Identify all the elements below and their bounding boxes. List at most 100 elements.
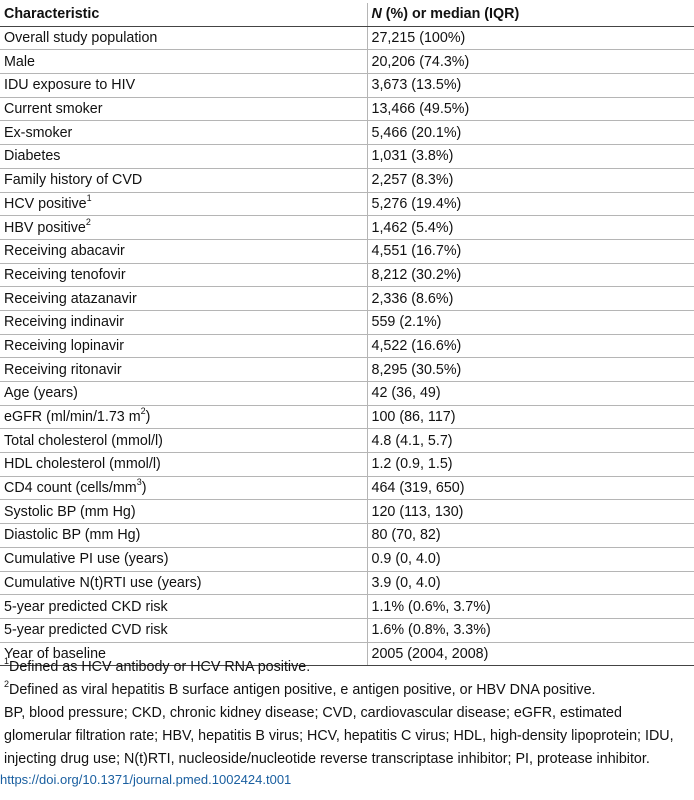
characteristic-label: HDL cholesterol (mmol/l) bbox=[4, 456, 161, 473]
characteristic-cell: CD4 count (cells/mm3) bbox=[0, 476, 368, 501]
characteristic-cell: Receiving atazanavir bbox=[0, 286, 368, 311]
characteristic-label: Receiving abacavir bbox=[4, 243, 125, 260]
characteristic-cell: 5-year predicted CVD risk bbox=[0, 618, 368, 643]
characteristic-cell: Receiving tenofovir bbox=[0, 263, 368, 288]
table-row: Age (years) 42 (36, 49) bbox=[0, 381, 694, 406]
characteristic-label: Receiving tenofovir bbox=[4, 266, 126, 283]
characteristic-label-suffix: ) bbox=[145, 409, 151, 426]
table-row: Receiving atazanavir 2,336 (8.6%) bbox=[0, 286, 694, 311]
value-cell: 100 (86, 117) bbox=[367, 405, 694, 430]
characteristic-cell: HDL cholesterol (mmol/l) bbox=[0, 452, 368, 477]
value-cell: 4,551 (16.7%) bbox=[367, 239, 694, 264]
table-row: HBV positive2 1,462 (5.4%) bbox=[0, 215, 694, 240]
table-row: Cumulative N(t)RTI use (years) 3.9 (0, 4.… bbox=[0, 571, 694, 596]
table-row: Diastolic BP (mm Hg) 80 (70, 82) bbox=[0, 523, 694, 548]
doi-link[interactable]: https://doi.org/10.1371/journal.pmed.100… bbox=[0, 772, 292, 787]
characteristic-label: Receiving atazanavir bbox=[4, 290, 137, 307]
characteristic-cell: Diastolic BP (mm Hg) bbox=[0, 523, 368, 548]
characteristic-cell: Receiving indinavir bbox=[0, 310, 368, 335]
characteristic-label: Receiving lopinavir bbox=[4, 337, 124, 354]
value-cell: 8,212 (30.2%) bbox=[367, 263, 694, 288]
table-row: Year of baseline 2005 (2004, 2008) bbox=[0, 642, 694, 667]
value-cell: 3.9 (0, 4.0) bbox=[367, 571, 694, 596]
table-row: HCV positive1 5,276 (19.4%) bbox=[0, 192, 694, 217]
table-row: 5-year predicted CKD risk 1.1% (0.6%, 3.7… bbox=[0, 594, 694, 619]
characteristic-label: Diastolic BP (mm Hg) bbox=[4, 527, 141, 544]
header-characteristic: Characteristic bbox=[0, 3, 368, 27]
characteristic-label: Diabetes bbox=[4, 148, 61, 165]
value-cell: 0.9 (0, 4.0) bbox=[367, 547, 694, 572]
value-cell: 4,522 (16.6%) bbox=[367, 334, 694, 359]
table-row: Current smoker 13,466 (49.5%) bbox=[0, 97, 694, 122]
characteristic-cell: 5-year predicted CKD risk bbox=[0, 594, 368, 619]
characteristic-label: Ex-smoker bbox=[4, 124, 73, 141]
table-row: Overall study population 27,215 (100%) bbox=[0, 26, 694, 51]
value-cell: 20,206 (74.3%) bbox=[367, 49, 694, 75]
table-row: CD4 count (cells/mm3) 464 (319, 650) bbox=[0, 476, 694, 501]
table-row: Receiving lopinavir 4,522 (16.6%) bbox=[0, 334, 694, 359]
table-row: Receiving tenofovir 8,212 (30.2%) bbox=[0, 263, 694, 288]
table-row: HDL cholesterol (mmol/l) 1.2 (0.9, 1.5) bbox=[0, 452, 694, 477]
characteristic-label: Year of baseline bbox=[4, 645, 107, 662]
characteristic-label: Systolic BP (mm Hg) bbox=[4, 503, 136, 520]
characteristic-cell: Receiving lopinavir bbox=[0, 334, 368, 359]
characteristic-cell: IDU exposure to HIV bbox=[0, 73, 368, 98]
characteristic-label: Current smoker bbox=[4, 101, 103, 118]
characteristic-label: Male bbox=[4, 53, 35, 70]
characteristic-label: Cumulative N(t)RTI use (years) bbox=[4, 574, 202, 591]
characteristic-cell: Cumulative N(t)RTI use (years) bbox=[0, 571, 368, 596]
characteristic-label: Overall study population bbox=[4, 30, 158, 47]
characteristic-cell: Total cholesterol (mmol/l) bbox=[0, 428, 368, 454]
characteristic-label: Age (years) bbox=[4, 385, 78, 402]
characteristic-cell: Age (years) bbox=[0, 381, 368, 406]
characteristic-cell: Current smoker bbox=[0, 97, 368, 122]
value-cell: 2,336 (8.6%) bbox=[367, 286, 694, 311]
table-row: IDU exposure to HIV 3,673 (13.5%) bbox=[0, 73, 694, 98]
characteristics-table: Characteristic N (%) or median (IQR) Ove… bbox=[0, 3, 694, 667]
value-cell: 4.8 (4.1, 5.7) bbox=[367, 428, 694, 454]
value-cell: 8,295 (30.5%) bbox=[367, 357, 694, 382]
characteristic-cell: HCV positive1 bbox=[0, 192, 368, 217]
table-row: eGFR (ml/min/1.73 m2) 100 (86, 117) bbox=[0, 405, 694, 430]
characteristic-label: HBV positive bbox=[4, 219, 86, 236]
value-cell: 2,257 (8.3%) bbox=[367, 168, 694, 193]
characteristic-cell: Overall study population bbox=[0, 26, 368, 51]
table-row: Receiving indinavir 559 (2.1%) bbox=[0, 310, 694, 335]
footnote-1: 1Defined as HCV antibody or HCV RNA posi… bbox=[4, 656, 690, 679]
value-cell: 1,462 (5.4%) bbox=[367, 215, 694, 240]
characteristic-label: Family history of CVD bbox=[4, 172, 143, 189]
table-body: Overall study population 27,215 (100%) Mal… bbox=[0, 26, 694, 667]
abbreviations-note: BP, blood pressure; CKD, chronic kidney … bbox=[4, 705, 674, 767]
characteristic-cell: Male bbox=[0, 49, 368, 75]
characteristic-label-suffix: ) bbox=[141, 480, 147, 497]
value-cell: 1.2 (0.9, 1.5) bbox=[367, 452, 694, 477]
superscript: 2 bbox=[140, 406, 146, 417]
characteristic-cell: Ex-smoker bbox=[0, 120, 368, 146]
value-cell: 27,215 (100%) bbox=[367, 26, 694, 51]
table-row: Systolic BP (mm Hg) 120 (113, 130) bbox=[0, 499, 694, 525]
characteristic-label: IDU exposure to HIV bbox=[4, 77, 136, 94]
characteristic-label: CD4 count (cells/mm bbox=[4, 480, 137, 497]
characteristic-label: Total cholesterol (mmol/l) bbox=[4, 432, 163, 449]
value-cell: 464 (319, 650) bbox=[367, 476, 694, 501]
table-row: Receiving ritonavir 8,295 (30.5%) bbox=[0, 357, 694, 382]
characteristic-cell: Receiving ritonavir bbox=[0, 357, 368, 382]
value-cell: 80 (70, 82) bbox=[367, 523, 694, 548]
characteristic-cell: HBV positive2 bbox=[0, 215, 368, 240]
value-cell: 5,276 (19.4%) bbox=[367, 192, 694, 217]
footnote-1-marker: 1 bbox=[4, 656, 10, 667]
footnote-2-text: Defined as viral hepatitis B surface ant… bbox=[9, 682, 596, 698]
footnote-2-marker: 2 bbox=[4, 679, 10, 690]
value-cell: 13,466 (49.5%) bbox=[367, 97, 694, 122]
characteristic-cell: Year of baseline bbox=[0, 642, 368, 667]
table-row: Cumulative PI use (years) 0.9 (0, 4.0) bbox=[0, 547, 694, 572]
superscript: 1 bbox=[86, 193, 92, 204]
value-cell: 559 (2.1%) bbox=[367, 310, 694, 335]
table-row: Diabetes 1,031 (3.8%) bbox=[0, 144, 694, 169]
table-row: Male 20,206 (74.3%) bbox=[0, 49, 694, 75]
characteristic-label: Receiving indinavir bbox=[4, 314, 124, 331]
value-cell: 1.6% (0.8%, 3.3%) bbox=[367, 618, 694, 643]
value-cell: 2005 (2004, 2008) bbox=[367, 642, 694, 667]
value-cell: 1,031 (3.8%) bbox=[367, 144, 694, 169]
